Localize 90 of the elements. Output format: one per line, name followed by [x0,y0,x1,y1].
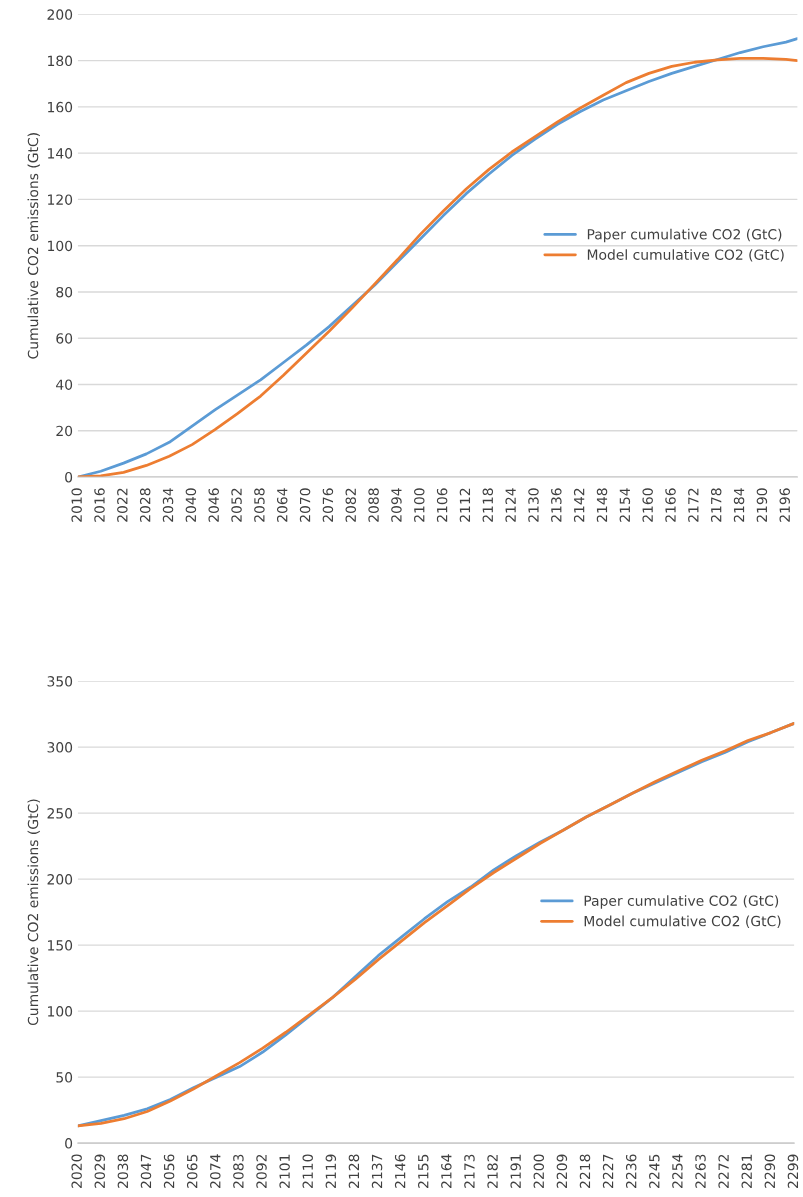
x-tick-label: 2094 [391,488,402,522]
x-tick-label: 2088 [368,488,379,522]
x-tick-label: 2065 [186,1154,198,1188]
y-axis-title: Cumulative CO2 emissions (GtC) [27,133,40,359]
x-tick-label: 2155 [418,1154,429,1188]
x-tick-label: 2281 [741,1154,752,1188]
x-tick-label: 2184 [733,488,745,522]
y-tick-label: 200 [47,9,73,20]
x-tick-label: 2118 [482,488,494,522]
x-tick-label: 2112 [459,488,471,522]
x-tick-label: 2190 [756,488,768,522]
y-tick-label: 0 [65,471,73,483]
x-tick-label: 2227 [602,1154,614,1188]
x-tick-label: 2172 [688,488,699,522]
x-tick-label: 2236 [625,1154,637,1188]
x-tick-label: 2128 [348,1154,360,1188]
y-tick-label: 0 [65,1138,73,1149]
x-tick-label: 2245 [649,1154,660,1188]
x-tick-label: 2136 [551,488,562,522]
x-tick-label: 2178 [710,488,722,522]
x-tick-label: 2137 [371,1154,383,1188]
y-tick-label: 150 [48,940,73,951]
x-tick-label: 2160 [642,488,653,522]
x-tick-label: 2029 [94,1154,106,1188]
x-tick-label: 2110 [302,1154,313,1188]
y-tick-label: 40 [56,379,73,390]
y-tick-label: 80 [56,286,73,298]
x-tick-label: 2074 [210,1154,221,1188]
x-tick-label: 2034 [162,488,174,522]
y-tick-label: 100 [48,1006,73,1017]
x-tick-label: 2130 [528,488,539,522]
x-tick-label: 2101 [279,1154,290,1188]
x-tick-label: 2092 [256,1154,267,1188]
x-tick-label: 2058 [254,488,265,522]
x-tick-label: 2164 [441,1154,452,1188]
x-tick-label: 2200 [533,1154,545,1188]
x-tick-label: 2064 [276,488,288,522]
x-tick-label: 2263 [695,1154,706,1188]
y-tick-label: 100 [48,240,73,252]
x-tick-label: 2272 [718,1154,729,1188]
legend-label: Model cumulative CO2 (GtC) [587,249,784,262]
y-tick-label: 60 [56,333,73,344]
legend-label: Paper cumulative CO2 (GtC) [587,228,782,243]
x-tick-label: 2290 [764,1154,776,1188]
y-tick-label: 300 [47,742,73,753]
x-tick-label: 2076 [322,488,334,522]
x-tick-label: 2070 [299,488,311,522]
x-tick-label: 2100 [414,488,425,522]
x-tick-label: 2191 [510,1154,521,1188]
x-tick-label: 2254 [672,1154,683,1188]
x-tick-label: 2142 [573,488,585,522]
x-tick-label: 2016 [94,488,105,522]
x-tick-label: 2146 [394,1154,406,1188]
x-tick-label: 2106 [436,488,448,522]
line-series [77,721,795,1128]
x-tick-label: 2166 [665,488,676,522]
x-tick-label: 2124 [505,488,516,522]
y-axis-title: Cumulative CO2 emissions (GtC) [27,799,40,1026]
x-tick-label: 2046 [208,488,219,522]
x-tick-label: 2038 [117,1154,129,1188]
y-tick-label: 50 [56,1072,73,1083]
x-tick-label: 2047 [140,1154,152,1188]
x-tick-label: 2083 [233,1154,244,1188]
legend-label: Model cumulative CO2 (GtC) [584,915,781,928]
legend-label: Paper cumulative CO2 (GtC) [584,895,779,909]
y-tick-label: 120 [48,194,73,205]
y-tick-label: 250 [47,808,73,819]
x-tick-label: 2209 [556,1154,568,1188]
x-tick-label: 2196 [779,488,790,522]
x-tick-label: 2082 [345,488,357,522]
x-tick-label: 2148 [596,488,608,522]
x-tick-label: 2182 [487,1154,498,1188]
x-tick-label: 2299 [787,1154,799,1188]
x-tick-label: 2154 [619,488,631,522]
x-tick-label: 2173 [464,1154,475,1188]
x-tick-label: 2056 [163,1154,175,1188]
y-tick-label: 160 [48,101,73,113]
x-tick-label: 2040 [185,488,197,522]
x-tick-label: 2052 [231,488,242,522]
y-tick-label: 140 [48,148,73,159]
x-tick-label: 2020 [71,1154,82,1188]
x-tick-label: 2119 [325,1154,337,1188]
x-tick-label: 2010 [71,488,82,522]
y-tick-label: 200 [47,874,73,885]
x-tick-label: 2022 [117,488,128,522]
y-tick-label: 350 [47,676,73,687]
y-tick-label: 180 [48,55,73,67]
x-tick-label: 2218 [579,1154,591,1188]
x-tick-label: 2028 [139,488,151,522]
y-tick-label: 20 [56,425,73,437]
